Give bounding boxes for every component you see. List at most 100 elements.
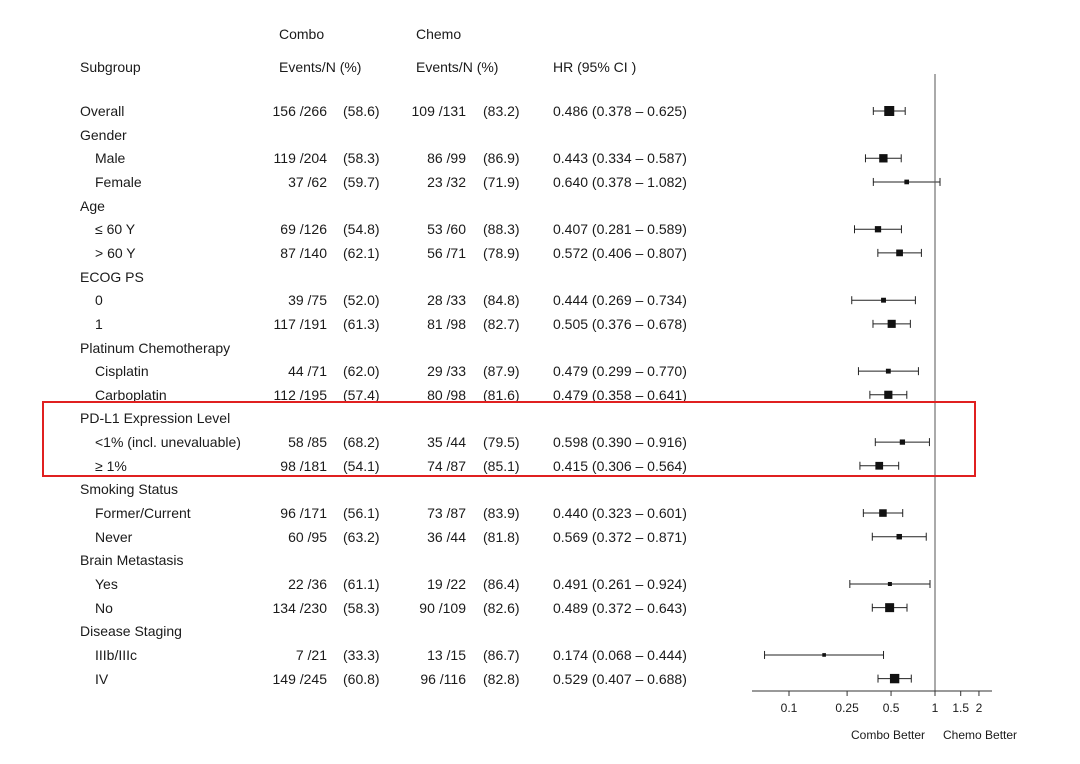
chemo-events: 81 /98 xyxy=(427,315,466,332)
combo-events: 149 /245 xyxy=(272,670,328,687)
combo-pct: (61.1) xyxy=(343,576,380,592)
subgroup-category-label: Brain Metastasis xyxy=(80,552,184,569)
subgroup-label: Carboplatin xyxy=(95,386,167,403)
highlight-box xyxy=(42,401,976,477)
hr-ci-text: 0.174 (0.068 – 0.444) xyxy=(553,646,687,663)
hr-ci-text: 0.640 (0.378 – 1.082) xyxy=(553,173,687,190)
chemo-pct: (84.8) xyxy=(483,292,520,309)
combo-pct: (62.1) xyxy=(343,244,380,261)
ci-mark xyxy=(857,367,919,376)
chemo-events: 74 /87 xyxy=(427,457,466,474)
combo-pct: (56.1) xyxy=(343,505,380,522)
combo-pct: (58.3) xyxy=(343,150,380,167)
subgroup-category-label: Platinum Chemotherapy xyxy=(80,339,231,356)
combo-pct: (33.3) xyxy=(343,646,380,663)
combo-pct: (60.8) xyxy=(343,670,380,687)
chemo-pct: (87.9) xyxy=(483,363,520,380)
combo-pct: (58.6) xyxy=(343,103,380,119)
hr-point xyxy=(884,390,893,399)
ci-mark xyxy=(877,248,922,257)
chemo-pct: (71.9) xyxy=(483,173,520,190)
chemo-events: 96 /116 xyxy=(420,670,466,687)
hr-point xyxy=(904,179,910,185)
chemo-pct: (85.1) xyxy=(483,457,520,474)
combo-events: 37 /62 xyxy=(288,173,327,190)
subgroup-label: 0 xyxy=(95,292,103,309)
subgroup-category-label: Gender xyxy=(80,126,127,143)
chemo-events: 90 /109 xyxy=(419,599,466,616)
ci-mark xyxy=(871,532,927,541)
hr-point xyxy=(885,368,891,374)
x-tick-label: 2 xyxy=(976,701,983,715)
hr-ci-text: 0.443 (0.334 – 0.587) xyxy=(553,150,687,167)
hr-point xyxy=(889,673,900,684)
chemo-events: 56 /71 xyxy=(427,244,466,261)
chemo-events: 73 /87 xyxy=(427,505,466,522)
chemo-pct: (82.8) xyxy=(483,670,520,687)
combo-events: 134 /230 xyxy=(272,599,328,616)
hr-ci-text: 0.598 (0.390 – 0.916) xyxy=(553,434,687,451)
subgroup-label: Female xyxy=(95,173,142,190)
subgroup-label: 1 xyxy=(95,315,103,332)
ci-mark xyxy=(864,154,902,163)
hr-point xyxy=(896,249,903,257)
subgroup-category-label: Disease Staging xyxy=(80,623,182,640)
combo-events: 44 /71 xyxy=(288,363,327,380)
chemo-pct: (81.8) xyxy=(483,528,520,545)
hr-ci-text: 0.505 (0.376 – 0.678) xyxy=(553,315,687,332)
hr-ci-text: 0.569 (0.372 – 0.871) xyxy=(553,528,687,545)
combo-events: 58 /85 xyxy=(288,434,327,451)
hr-point xyxy=(885,603,895,613)
hr-point xyxy=(899,439,906,445)
subgroup-label: <1% (incl. unevaluable) xyxy=(95,434,241,451)
combo-better-label: Combo Better xyxy=(851,728,926,742)
combo-events: 69 /126 xyxy=(280,221,327,238)
chemo-events-header: Events/N (%) xyxy=(416,59,499,75)
subgroup-label: Male xyxy=(95,150,126,167)
subgroup-header: Subgroup xyxy=(80,59,141,75)
ci-mark xyxy=(851,296,916,305)
hr-point xyxy=(896,533,902,540)
chemo-events: 86 /99 xyxy=(427,150,466,167)
chemo-pct: (86.9) xyxy=(483,150,520,167)
ci-mark xyxy=(764,650,885,659)
combo-events-header: Events/N (%) xyxy=(279,59,362,75)
hr-point xyxy=(881,297,886,303)
subgroup-category-label: Smoking Status xyxy=(80,481,179,498)
ci-mark xyxy=(872,319,911,328)
subgroup-label: No xyxy=(95,599,113,616)
ci-mark xyxy=(862,509,904,518)
combo-pct: (68.2) xyxy=(343,434,380,451)
hr-point xyxy=(822,653,826,657)
chemo-events: 23 /32 xyxy=(427,173,466,190)
subgroup-category-label: Age xyxy=(80,197,105,214)
combo-pct: (61.3) xyxy=(343,315,380,332)
subgroup-label: IIIb/IIIc xyxy=(95,646,138,663)
combo-events: 39 /75 xyxy=(288,292,327,309)
hr-ci-text: 0.491 (0.261 – 0.924) xyxy=(553,576,687,592)
hr-ci-text: 0.489 (0.372 – 0.643) xyxy=(553,599,687,616)
hr-ci-text: 0.486 (0.378 – 0.625) xyxy=(553,103,687,119)
chemo-events: 19 /22 xyxy=(427,576,466,592)
hr-ci-text: 0.407 (0.281 – 0.589) xyxy=(553,221,687,238)
subgroup-label: Cisplatin xyxy=(95,363,149,380)
combo-pct: (58.3) xyxy=(343,599,380,616)
x-tick-label: 0.5 xyxy=(883,701,900,715)
chemo-events: 80 /98 xyxy=(427,386,466,403)
subgroup-category-label: PD-L1 Expression Level xyxy=(80,410,231,427)
hr-point xyxy=(887,581,892,587)
chemo-events: 36 /44 xyxy=(427,528,466,545)
hr-point xyxy=(879,154,888,163)
hr-ci-text: 0.444 (0.269 – 0.734) xyxy=(553,292,687,309)
chemo-pct: (83.9) xyxy=(483,505,520,522)
combo-events: 7 /21 xyxy=(295,646,327,663)
subgroup-label: Never xyxy=(95,528,133,545)
combo-events: 117 /191 xyxy=(273,315,327,332)
chemo-pct: (81.6) xyxy=(483,386,520,403)
hr-ci-text: 0.572 (0.406 – 0.807) xyxy=(553,244,687,261)
x-tick-label: 1.5 xyxy=(952,701,969,715)
subgroup-label: ≤ 60 Y xyxy=(95,221,136,238)
combo-events: 98 /181 xyxy=(280,457,327,474)
x-tick-label: 1 xyxy=(932,701,939,715)
